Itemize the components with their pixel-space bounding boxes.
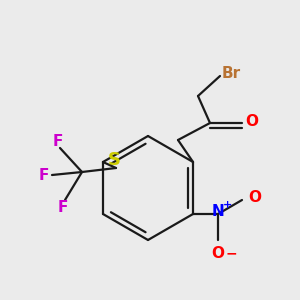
Text: F: F: [53, 134, 63, 149]
Text: Br: Br: [222, 67, 241, 82]
Text: F: F: [58, 200, 68, 215]
Text: O: O: [248, 190, 261, 206]
Text: +: +: [222, 200, 232, 210]
Text: O: O: [245, 115, 258, 130]
Text: S: S: [107, 151, 121, 169]
Text: −: −: [225, 246, 237, 260]
Text: N: N: [212, 205, 224, 220]
Text: O: O: [212, 246, 224, 261]
Text: F: F: [39, 167, 49, 182]
